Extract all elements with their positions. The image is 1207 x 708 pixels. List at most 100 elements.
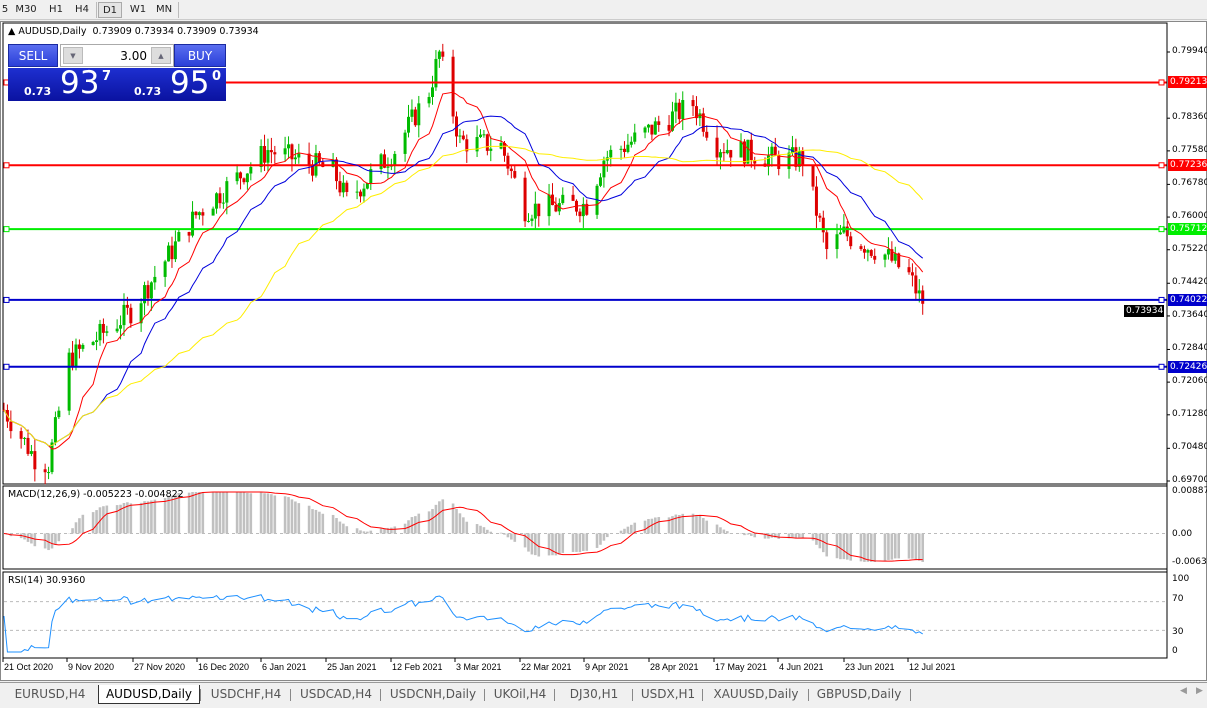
buy-button[interactable]: BUY <box>174 44 226 67</box>
candle <box>777 154 781 169</box>
level-price-tag: 0.77236 <box>1168 159 1207 172</box>
macd-histogram-bar <box>554 533 558 556</box>
lot-value[interactable]: 3.00 <box>120 49 147 63</box>
level-handle <box>1158 226 1165 233</box>
macd-histogram-bar <box>167 495 170 534</box>
chart-tab[interactable]: USDCNH,Daily <box>389 687 477 701</box>
chart-tab[interactable]: GBPUSD,Daily <box>816 687 902 701</box>
candle <box>125 304 129 308</box>
macd-histogram-bar <box>845 533 849 560</box>
candle <box>122 304 126 326</box>
macd-histogram-bar <box>794 533 798 539</box>
candle <box>677 102 681 120</box>
timeframe-d1[interactable]: D1 <box>98 2 122 18</box>
macd-histogram-bar <box>893 533 897 559</box>
date-tick: 16 Dec 2020 <box>198 662 250 672</box>
moving-average-line <box>3 91 924 450</box>
lot-size-field[interactable]: ▼ 3.00 ▲ <box>60 44 174 67</box>
sell-price[interactable]: 0.73 93 7 <box>8 65 118 101</box>
macd-histogram-bar <box>623 528 626 534</box>
timeframe-w1[interactable]: W1 <box>129 4 147 15</box>
macd-histogram-bar <box>791 533 794 538</box>
macd-histogram-bar <box>201 492 205 534</box>
price-tick: 0.77580 <box>1172 144 1207 155</box>
sell-price-pips: 93 <box>60 65 100 101</box>
increase-lot-button[interactable]: ▲ <box>151 47 171 64</box>
buy-price-pips: 95 <box>170 65 210 101</box>
candle <box>119 325 123 329</box>
macd-histogram-bar <box>427 511 431 534</box>
level-price-tag: 0.75712 <box>1168 223 1207 236</box>
macd-histogram-bar <box>671 516 674 534</box>
candle <box>749 139 753 161</box>
macd-histogram-bar <box>582 533 585 551</box>
candle <box>9 421 13 432</box>
macd-histogram-bar <box>438 501 441 534</box>
macd-histogram-bar <box>842 533 846 560</box>
candle <box>53 417 57 443</box>
sell-button[interactable]: SELL <box>8 44 58 67</box>
candle <box>485 134 489 151</box>
macd-tick: -0.00632 <box>1172 557 1207 567</box>
macd-histogram-bar <box>595 533 599 548</box>
candle <box>626 144 630 152</box>
date-tick: 12 Jul 2021 <box>909 662 956 672</box>
chart-tab[interactable]: UKOil,H4 <box>493 687 547 701</box>
candle <box>646 124 650 128</box>
macd-histogram-bar <box>43 533 47 549</box>
level-price-tag: 0.74022 <box>1168 293 1207 306</box>
timeframe-m30[interactable]: M30 <box>15 4 37 15</box>
macd-histogram-bar <box>318 511 321 534</box>
current-price-tag: 0.73934 <box>1124 304 1164 317</box>
chart-tab[interactable]: AUDUSD,Daily <box>98 685 200 704</box>
decrease-lot-button[interactable]: ▼ <box>63 47 83 64</box>
candle <box>249 167 253 174</box>
macd-histogram-bar <box>222 492 225 534</box>
chart-tab[interactable]: XAUUSD,Daily <box>713 687 799 701</box>
timeframe-h1[interactable]: H1 <box>49 4 63 15</box>
level-handle <box>1158 363 1165 370</box>
chart-tab[interactable]: EURUSD,H4 <box>14 687 86 701</box>
candle <box>705 131 709 138</box>
macd-histogram-bar <box>650 518 654 534</box>
candle <box>235 172 239 182</box>
macd-histogram-bar <box>547 533 551 556</box>
candle <box>513 171 517 178</box>
macd-histogram-bar <box>777 533 781 539</box>
candle <box>729 150 733 158</box>
candle <box>345 182 349 193</box>
macd-histogram-bar <box>719 527 722 534</box>
date-tick: 27 Nov 2020 <box>134 662 186 672</box>
timeframe-mn[interactable]: MN <box>155 4 173 15</box>
candle <box>369 169 373 184</box>
macd-histogram-bar <box>626 526 630 534</box>
macd-histogram-bar <box>530 533 534 555</box>
chart-tab[interactable]: USDCAD,H4 <box>300 687 372 701</box>
candle <box>753 160 757 164</box>
timeframe-5[interactable]: 5 <box>1 4 9 15</box>
candle <box>218 193 222 204</box>
tab-scroll-right-icon[interactable]: ▶ <box>1196 686 1203 696</box>
macd-histogram-bar <box>342 523 345 534</box>
candle <box>431 87 435 98</box>
candle <box>245 173 249 183</box>
chart-window[interactable] <box>0 21 1207 681</box>
timeframe-h4[interactable]: H4 <box>75 4 89 15</box>
chart-tab[interactable]: USDX,H1 <box>640 687 696 701</box>
candle <box>818 215 822 218</box>
candle <box>526 220 530 222</box>
chart-tab[interactable]: DJ30,H1 <box>569 687 619 701</box>
macd-histogram-bar <box>510 533 513 540</box>
macd-histogram-bar <box>431 508 434 534</box>
macd-histogram-bar <box>270 494 273 534</box>
candle <box>478 134 482 138</box>
macd-histogram-bar <box>787 533 791 539</box>
macd-histogram-bar <box>921 533 925 562</box>
macd-histogram-bar <box>681 513 685 534</box>
macd-histogram-bar <box>911 533 914 559</box>
tab-scroll-left-icon[interactable]: ◀ <box>1180 686 1187 696</box>
chart-tab[interactable]: USDCHF,H4 <box>210 687 282 701</box>
candle <box>170 245 174 260</box>
buy-price[interactable]: 0.73 95 0 <box>118 65 226 101</box>
